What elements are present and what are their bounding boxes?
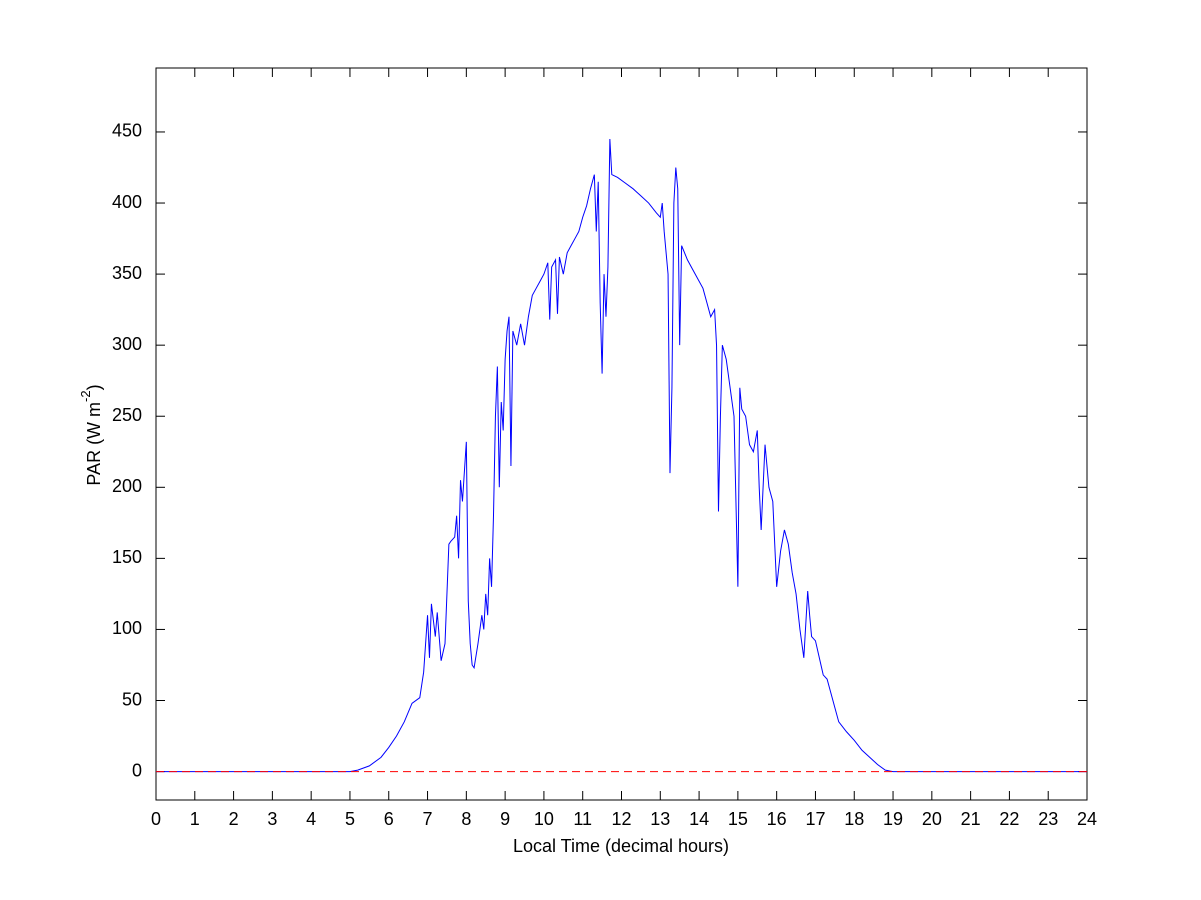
x-tick-label: 9	[500, 809, 510, 829]
y-tick-label: 450	[112, 121, 142, 141]
y-tick-label: 150	[112, 547, 142, 567]
y-label-end: )	[84, 384, 104, 390]
x-tick-label: 21	[961, 809, 981, 829]
x-tick-label: 24	[1077, 809, 1097, 829]
y-tick-label: 300	[112, 334, 142, 354]
x-tick-label: 16	[767, 809, 787, 829]
x-tick-label: 6	[384, 809, 394, 829]
x-axis-label: Local Time (decimal hours)	[513, 836, 729, 856]
x-tick-label: 15	[728, 809, 748, 829]
x-tick-label: 10	[534, 809, 554, 829]
y-label-sup: -2	[78, 390, 93, 402]
x-tick-label: 7	[423, 809, 433, 829]
x-tick-label: 0	[151, 809, 161, 829]
x-tick-label: 4	[306, 809, 316, 829]
x-tick-label: 13	[650, 809, 670, 829]
y-label-text: PAR (W m	[84, 402, 104, 486]
x-tick-label: 12	[611, 809, 631, 829]
y-tick-label: 50	[122, 689, 142, 709]
y-tick-label: 200	[112, 476, 142, 496]
y-tick-label: 350	[112, 263, 142, 283]
data-line	[156, 139, 1087, 773]
y-tick-label: 100	[112, 618, 142, 638]
x-tick-label: 22	[999, 809, 1019, 829]
x-tick-label: 17	[805, 809, 825, 829]
x-tick-label: 14	[689, 809, 709, 829]
x-tick-label: 18	[844, 809, 864, 829]
y-tick-label: 250	[112, 405, 142, 425]
y-tick-label: 400	[112, 192, 142, 212]
y-tick-label: 0	[132, 760, 142, 780]
x-tick-label: 20	[922, 809, 942, 829]
x-tick-label: 8	[461, 809, 471, 829]
x-tick-label: 23	[1038, 809, 1058, 829]
x-tick-label: 1	[190, 809, 200, 829]
x-tick-label: 5	[345, 809, 355, 829]
x-tick-label: 11	[573, 809, 592, 829]
y-axis-label: PAR (W m-2)	[78, 384, 103, 485]
x-tick-label: 3	[267, 809, 277, 829]
plot-box	[155, 67, 1088, 801]
x-tick-label: 19	[883, 809, 903, 829]
x-tick-label: 2	[229, 809, 239, 829]
